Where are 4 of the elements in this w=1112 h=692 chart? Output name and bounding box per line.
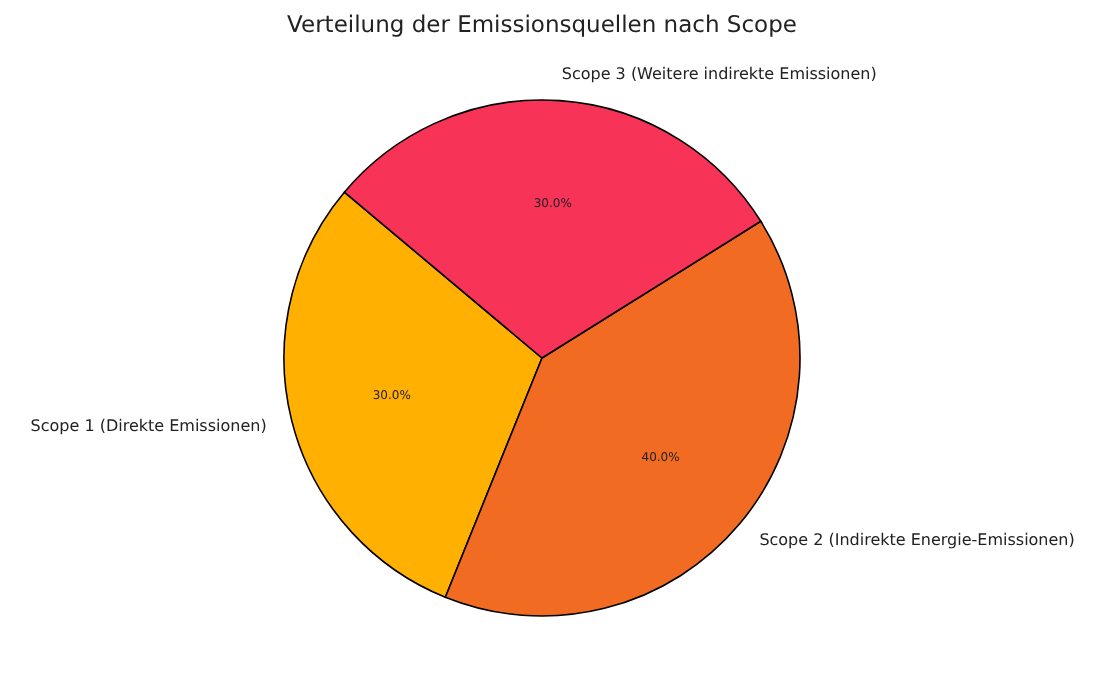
slice-label: Scope 3 (Weitere indirekte Emissionen) [561,65,877,84]
chart-title: Verteilung der Emissionsquellen nach Scope [287,10,797,38]
slice-label: Scope 1 (Direkte Emissionen) [30,417,267,436]
slice-label: Scope 2 (Indirekte Energie-Emissionen) [759,530,1075,549]
